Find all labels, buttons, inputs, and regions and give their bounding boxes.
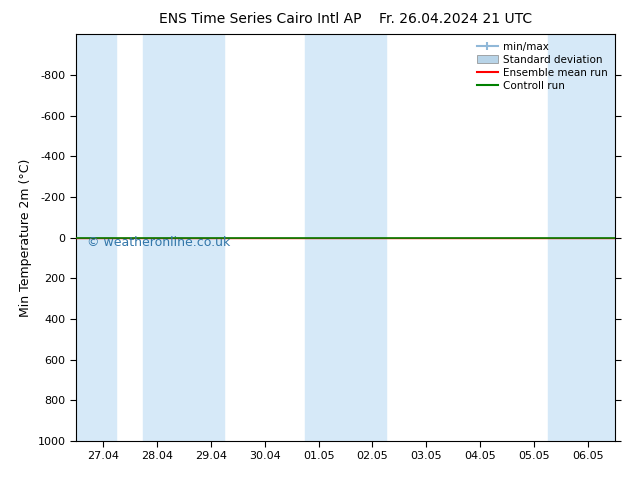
Y-axis label: Min Temperature 2m (°C): Min Temperature 2m (°C) bbox=[19, 158, 32, 317]
Bar bbox=[305, 34, 386, 441]
Bar bbox=[143, 34, 224, 441]
Title: ENS Time Series Cairo Intl AP    Fr. 26.04.2024 21 UTC: ENS Time Series Cairo Intl AP Fr. 26.04.… bbox=[159, 12, 532, 26]
Bar bbox=[76, 34, 117, 441]
Text: © weatheronline.co.uk: © weatheronline.co.uk bbox=[87, 236, 230, 248]
Bar bbox=[548, 34, 615, 441]
Legend: min/max, Standard deviation, Ensemble mean run, Controll run: min/max, Standard deviation, Ensemble me… bbox=[475, 40, 610, 93]
